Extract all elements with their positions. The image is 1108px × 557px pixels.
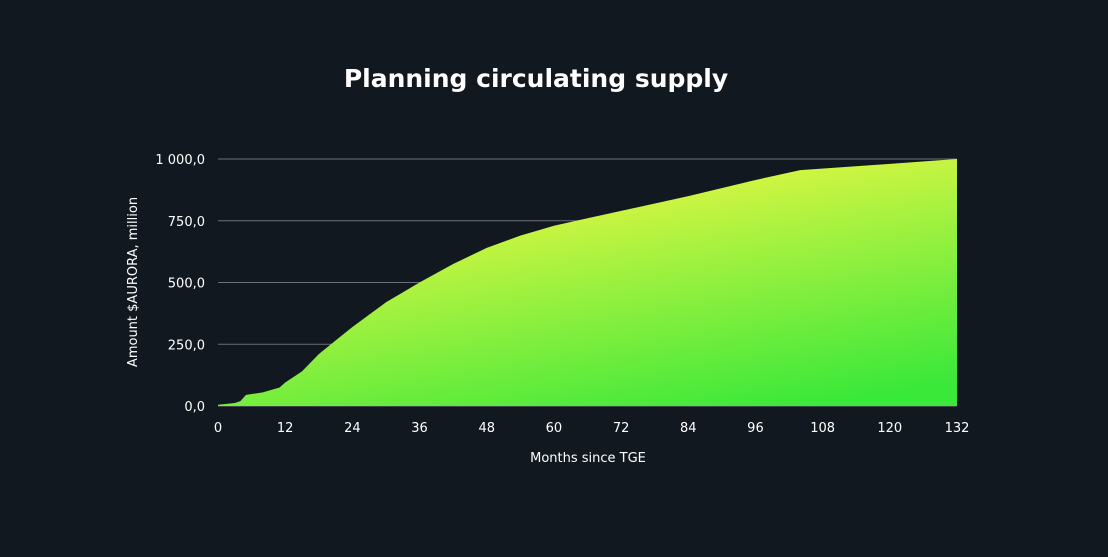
x-tick-label: 108 [810, 421, 835, 436]
x-tick-label: 132 [945, 421, 970, 436]
y-axis-label: Amount $AURORA, million [126, 197, 141, 367]
y-tick-label: 500,0 [168, 277, 205, 292]
y-tick-label: 750,0 [168, 215, 205, 230]
x-tick-label: 36 [411, 421, 428, 436]
y-tick-label: 0,0 [184, 400, 205, 415]
y-tick-label: 1 000,0 [155, 153, 205, 168]
x-tick-label: 96 [747, 421, 764, 436]
x-tick-label: 84 [680, 421, 697, 436]
x-tick-label: 48 [478, 421, 495, 436]
x-tick-label: 12 [277, 421, 294, 436]
x-tick-label: 120 [877, 421, 902, 436]
x-axis-label: Months since TGE [530, 451, 646, 466]
x-tick-label: 24 [344, 421, 361, 436]
x-tick-label: 60 [546, 421, 563, 436]
y-tick-label: 250,0 [168, 338, 205, 353]
chart-title: Planning circulating supply [343, 64, 729, 93]
x-tick-label: 72 [613, 421, 630, 436]
supply-area [218, 159, 957, 406]
x-tick-label: 0 [214, 421, 222, 436]
